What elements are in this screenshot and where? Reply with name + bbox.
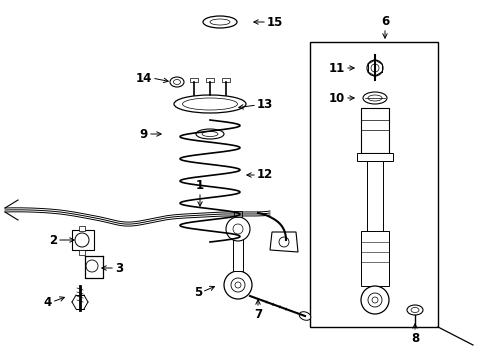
Text: 5: 5	[193, 285, 202, 298]
Text: 1: 1	[196, 179, 203, 192]
Ellipse shape	[362, 92, 386, 104]
Text: 10: 10	[328, 91, 345, 104]
Bar	[234, 211, 242, 217]
Circle shape	[360, 286, 388, 314]
Bar	[72, 230, 94, 250]
Circle shape	[75, 233, 89, 247]
Circle shape	[225, 217, 249, 241]
Ellipse shape	[170, 77, 183, 87]
Bar	[190, 78, 198, 82]
Text: 4: 4	[43, 296, 52, 309]
Text: 8: 8	[410, 332, 418, 345]
Bar	[356, 153, 392, 161]
Ellipse shape	[406, 305, 422, 315]
Bar	[309, 42, 437, 327]
Text: 11: 11	[328, 62, 345, 75]
Bar	[79, 250, 85, 255]
Text: 3: 3	[115, 261, 123, 274]
Bar	[222, 78, 229, 82]
Ellipse shape	[299, 312, 310, 320]
Bar	[360, 108, 388, 153]
Ellipse shape	[196, 129, 224, 139]
Text: 9: 9	[140, 127, 148, 140]
Text: 14: 14	[135, 72, 152, 85]
Circle shape	[279, 237, 288, 247]
Circle shape	[366, 60, 382, 76]
Text: 12: 12	[257, 168, 273, 181]
Ellipse shape	[203, 16, 237, 28]
Text: 13: 13	[257, 99, 273, 112]
Bar	[205, 78, 214, 82]
Text: 2: 2	[49, 234, 57, 247]
Circle shape	[371, 297, 377, 303]
Circle shape	[235, 282, 241, 288]
Text: 6: 6	[380, 15, 388, 28]
Bar	[366, 161, 382, 231]
Text: 7: 7	[253, 308, 262, 321]
Bar	[79, 226, 85, 231]
Bar	[232, 233, 243, 271]
Ellipse shape	[174, 95, 245, 113]
Bar	[360, 231, 388, 286]
Circle shape	[86, 260, 98, 272]
Circle shape	[224, 271, 251, 299]
Polygon shape	[269, 232, 297, 252]
Text: 15: 15	[266, 15, 283, 28]
